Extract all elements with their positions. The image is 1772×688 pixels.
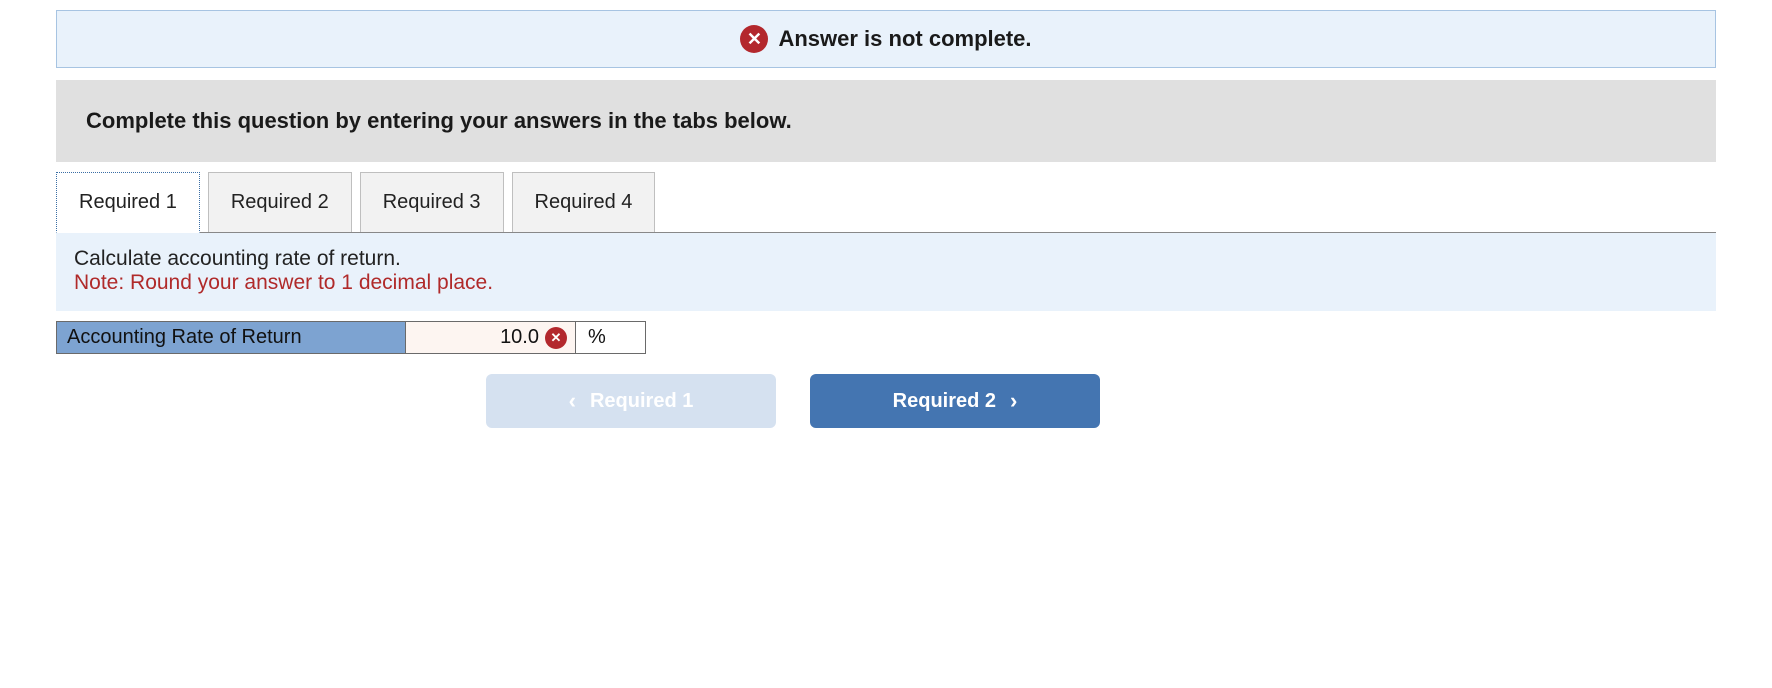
answer-value: 10.0 — [500, 326, 539, 349]
answer-unit: % — [576, 321, 646, 354]
prompt-note: Note: Round your answer to 1 decimal pla… — [74, 271, 1698, 295]
next-button[interactable]: Required 2 › — [810, 374, 1100, 428]
status-banner: ✕ Answer is not complete. — [56, 10, 1716, 68]
chevron-right-icon: › — [1010, 390, 1017, 412]
answer-value-cell[interactable]: 10.0 ✕ — [406, 321, 576, 354]
tabs-row: Required 1 Required 2 Required 3 Require… — [56, 162, 1716, 233]
instruction-bar: Complete this question by entering your … — [56, 80, 1716, 162]
tab-required-1[interactable]: Required 1 — [56, 172, 200, 233]
prompt-text: Calculate accounting rate of return. — [74, 247, 1698, 271]
next-button-label: Required 2 — [893, 390, 996, 413]
prompt-area: Calculate accounting rate of return. Not… — [56, 233, 1716, 311]
status-text: Answer is not complete. — [778, 26, 1031, 52]
chevron-left-icon: ‹ — [569, 390, 576, 412]
answer-label: Accounting Rate of Return — [56, 321, 406, 354]
question-container: ✕ Answer is not complete. Complete this … — [0, 0, 1772, 468]
tab-required-3[interactable]: Required 3 — [360, 172, 504, 232]
answer-row: Accounting Rate of Return 10.0 ✕ % — [56, 321, 1716, 354]
tab-required-4[interactable]: Required 4 — [512, 172, 656, 232]
tab-required-2[interactable]: Required 2 — [208, 172, 352, 232]
nav-row: ‹ Required 1 Required 2 › — [486, 374, 1716, 428]
wrong-icon: ✕ — [545, 327, 567, 349]
prev-button[interactable]: ‹ Required 1 — [486, 374, 776, 428]
status-inner: ✕ Answer is not complete. — [740, 25, 1031, 53]
prev-button-label: Required 1 — [590, 390, 693, 413]
error-icon: ✕ — [740, 25, 768, 53]
